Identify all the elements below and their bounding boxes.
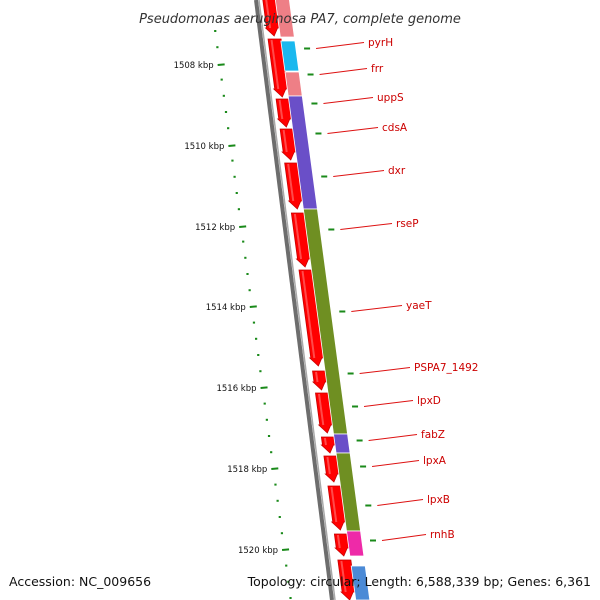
gene-label: uppS <box>377 92 404 104</box>
leader-line <box>377 499 424 506</box>
leader-line <box>333 170 385 177</box>
scale-tick-label: 1518 kbp <box>227 465 267 475</box>
cog-track <box>274 0 371 600</box>
gene-label: yaeT <box>406 300 432 312</box>
backbone-highlight <box>258 0 336 600</box>
cds-arrow-shine <box>293 213 303 260</box>
leader-line <box>327 127 379 134</box>
scale-tick-label: 1512 kbp <box>195 223 235 233</box>
leader-line <box>363 400 414 407</box>
backbone-layer <box>254 0 336 600</box>
accession-text: Accession: NC_009656 <box>9 574 151 589</box>
cds-arrow-shine <box>336 534 341 549</box>
gene-labels: pyrH frr uppS cdsA dxr rseP yaeT PSPA7_1492 lpxD… <box>304 37 479 542</box>
leader-line <box>381 534 427 541</box>
gene-label: lpxD <box>417 395 441 407</box>
major-tick <box>260 386 268 389</box>
cds-arrow <box>320 436 336 454</box>
gene-label: fabZ <box>421 429 445 441</box>
cds-arrow-shine <box>301 270 316 359</box>
gene-label: rseP <box>396 218 419 230</box>
scale-tick-label: 1520 kbp <box>238 546 278 556</box>
leader-line <box>316 42 365 49</box>
cog-segment <box>346 530 365 557</box>
cog-segment <box>280 40 300 72</box>
gene-label: cdsA <box>382 122 408 134</box>
scale-tick-label: 1514 kbp <box>206 303 246 313</box>
cds-arrow-shine <box>282 129 288 153</box>
major-tick <box>228 144 236 147</box>
cog-segment <box>333 433 351 454</box>
leader-line <box>323 97 374 104</box>
gene-label: PSPA7_1492 <box>414 362 479 374</box>
cds-arrow-shine <box>326 456 331 475</box>
major-tick <box>271 467 279 470</box>
gene-label: rnhB <box>430 529 455 541</box>
gene-label: lpxB <box>427 494 450 506</box>
cog-segment <box>284 71 303 97</box>
backbone-line <box>254 0 334 600</box>
cds-arrow <box>312 370 328 391</box>
cds-arrow-shine <box>330 486 338 523</box>
cds-arrow-shine <box>270 39 280 90</box>
map-title: Pseudomonas aeruginosa PA7, complete gen… <box>139 12 461 27</box>
cog-segment <box>350 565 371 600</box>
cog-segment <box>274 0 295 38</box>
gene-label: dxr <box>388 165 406 177</box>
cds-arrow-shine <box>278 99 284 120</box>
leader-line <box>351 305 403 312</box>
scale-ticks: 1508 kbp 1510 kbp 1512 kbp 1514 kbp 1516 kbp… <box>174 30 292 599</box>
cds-arrow-shine <box>340 560 347 593</box>
scale-tick-label: 1516 kbp <box>216 384 256 394</box>
cds-arrow-shine <box>265 0 272 29</box>
major-tick <box>281 548 290 551</box>
gene-label: lpxA <box>423 455 447 467</box>
scale-tick-label: 1508 kbp <box>174 61 214 71</box>
leader-line <box>368 434 418 441</box>
genome-summary-text: Topology: circular; Length: 6,588,339 bp… <box>247 574 591 589</box>
leader-line <box>359 367 411 374</box>
leader-line <box>340 223 393 230</box>
cds-arrow-shine <box>323 437 327 446</box>
major-tick <box>217 63 225 66</box>
leader-line <box>319 68 368 75</box>
cds-arrow-shine <box>287 163 295 202</box>
scale-tick-label: 1510 kbp <box>184 142 224 152</box>
major-tick <box>239 225 247 228</box>
leader-line <box>372 460 420 467</box>
cds-track <box>262 0 356 600</box>
gene-label: pyrH <box>368 37 393 49</box>
cds-arrow-shine <box>318 393 325 426</box>
major-tick <box>249 305 257 308</box>
cds-arrow-shine <box>315 371 319 383</box>
gene-label: frr <box>371 63 384 75</box>
